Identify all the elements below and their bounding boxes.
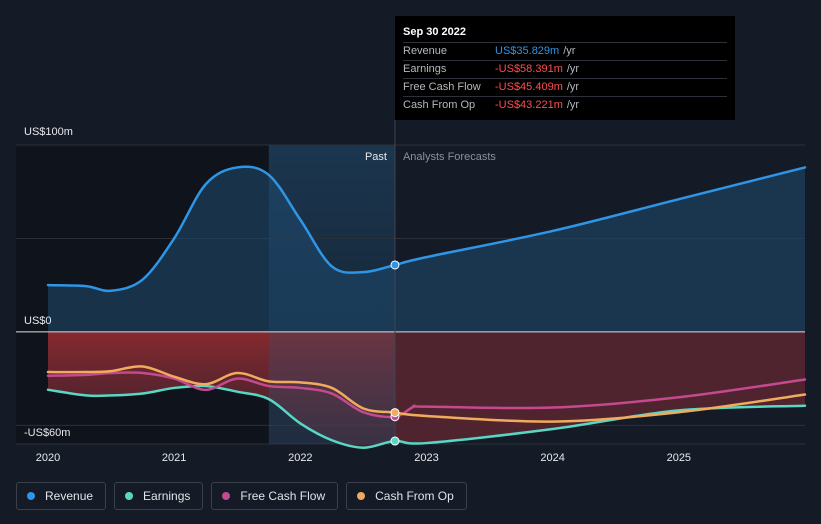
cash-from-op-dot-icon	[357, 492, 366, 500]
tooltip-label: Revenue	[403, 45, 448, 57]
y-axis-label: US$0	[24, 315, 52, 327]
legend-label: Free Cash Flow	[240, 489, 326, 503]
forecast-label: Analysts Forecasts	[403, 151, 496, 163]
tooltip-row-revenue: Revenue US$35.829m /yr	[403, 43, 727, 61]
free-cash-flow-dot-icon	[222, 492, 231, 500]
tooltip-label: Cash From Op	[403, 99, 476, 111]
x-axis-label: 2021	[162, 452, 186, 464]
legend-item-earnings[interactable]: Earnings	[114, 482, 204, 510]
tooltip-unit: /yr	[563, 45, 576, 57]
tooltip-date: Sep 30 2022	[403, 24, 727, 43]
series-line-free-cash-flow	[46, 371, 807, 419]
tooltip-label: Earnings	[403, 63, 447, 75]
tooltip-unit: /yr	[566, 99, 580, 111]
marker-cash-from-op	[390, 408, 400, 418]
legend-item-free-cash-flow[interactable]: Free Cash Flow	[211, 482, 339, 510]
tooltip-row-earnings: Earnings -US$58.391m /yr	[403, 61, 727, 79]
x-axis-label: 2020	[36, 452, 60, 464]
tooltip-value: -US$58.391m	[495, 63, 563, 75]
legend-item-revenue[interactable]: Revenue	[16, 482, 107, 510]
y-axis-label: US$100m	[24, 126, 73, 138]
series-line-earnings	[46, 384, 807, 449]
tooltip-row-cash-from-op: Cash From Op -US$43.221m /yr	[403, 97, 727, 114]
earnings-dot-icon	[125, 492, 134, 500]
tooltip-value: US$35.829m	[495, 45, 560, 57]
tooltip-value: -US$45.409m	[495, 81, 563, 93]
series-line-revenue	[46, 165, 807, 293]
past-label: Past	[365, 151, 387, 163]
tooltip-row-free-cash-flow: Free Cash Flow -US$45.409m /yr	[403, 79, 727, 97]
chart-area: US$100m US$0 -US$60m 2020 2021 2022 2023 2024 20…	[16, 120, 807, 464]
tooltip-unit: /yr	[566, 63, 580, 75]
tooltip-unit: /yr	[566, 81, 580, 93]
x-axis-label: 2024	[540, 452, 564, 464]
legend-label: Revenue	[45, 489, 94, 503]
marker-earnings	[390, 436, 400, 446]
loss-area-past	[48, 331, 395, 448]
tooltip: Sep 30 2022 Revenue US$35.829m /yr Earni…	[395, 16, 735, 120]
legend-label: Earnings	[143, 489, 191, 503]
legend-label: Cash From Op	[375, 489, 454, 503]
legend: Revenue Earnings Free Cash Flow Cash Fro…	[16, 482, 467, 510]
tooltip-value: -US$43.221m	[495, 99, 563, 111]
x-axis-label: 2023	[414, 452, 438, 464]
tooltip-label: Free Cash Flow	[403, 81, 481, 93]
revenue-area	[48, 166, 805, 332]
marker-revenue	[390, 260, 400, 270]
loss-area-forecast	[394, 331, 805, 444]
x-axis-label: 2022	[288, 452, 312, 464]
y-axis-label: -US$60m	[24, 427, 70, 439]
x-axis-label: 2025	[667, 452, 691, 464]
series-line-cash-from-op	[46, 365, 807, 423]
legend-item-cash-from-op[interactable]: Cash From Op	[346, 482, 467, 510]
revenue-dot-icon	[27, 492, 35, 500]
